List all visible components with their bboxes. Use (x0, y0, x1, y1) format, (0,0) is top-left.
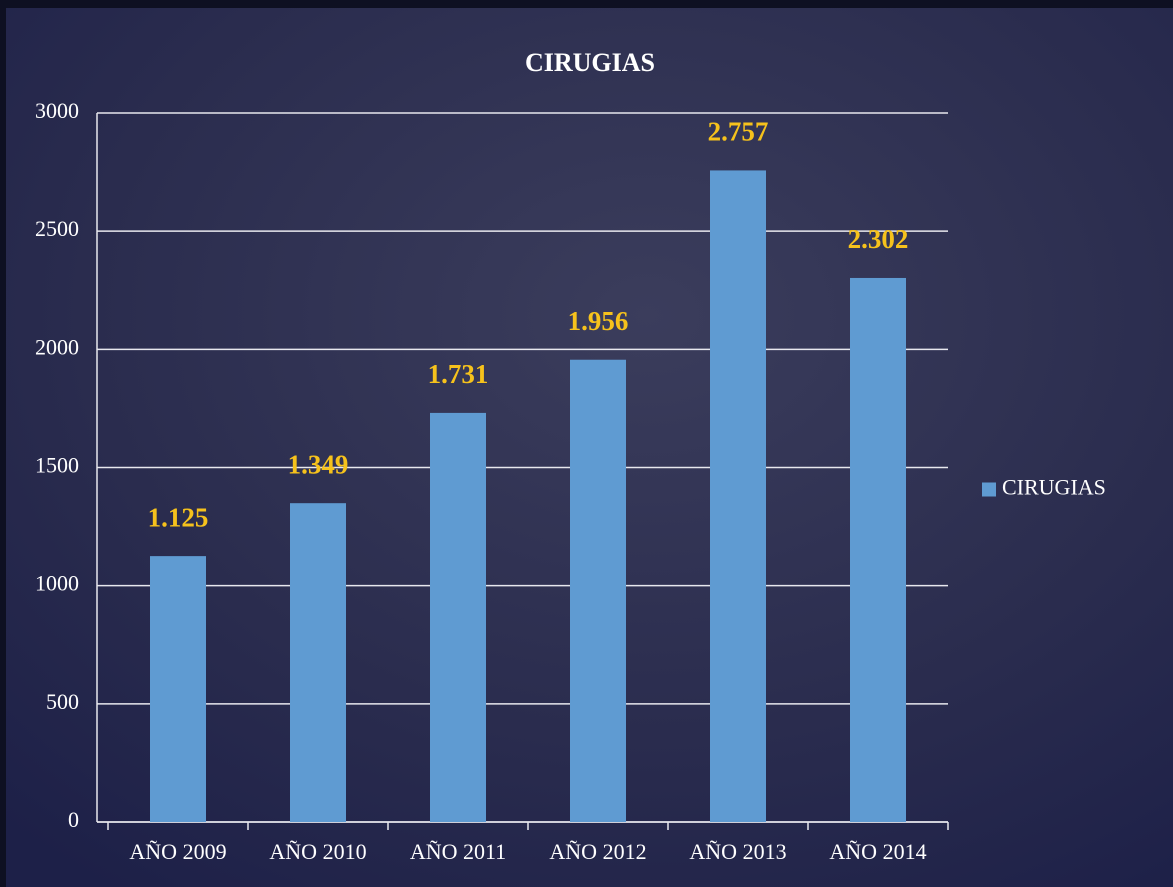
y-tick-label: 2000 (35, 334, 79, 359)
y-tick-label: 1500 (35, 453, 79, 478)
x-tick-label: AÑO 2010 (269, 839, 366, 864)
x-tick-label: AÑO 2009 (129, 839, 226, 864)
value-label: 1.349 (288, 449, 349, 479)
x-tick-label: AÑO 2012 (549, 839, 646, 864)
bar (150, 556, 206, 822)
x-tick-label: AÑO 2014 (829, 839, 926, 864)
value-label: 2.757 (708, 117, 769, 147)
legend-label: CIRUGIAS (1002, 475, 1106, 500)
bar (570, 359, 626, 822)
bar (290, 503, 346, 822)
y-tick-label: 3000 (35, 98, 79, 123)
value-label: 1.731 (428, 359, 489, 389)
y-tick-label: 500 (46, 689, 79, 714)
legend-swatch (982, 482, 996, 497)
x-tick-label: AÑO 2013 (689, 839, 786, 864)
value-label: 1.125 (148, 502, 209, 532)
bar (850, 277, 906, 822)
value-label: 2.302 (848, 224, 909, 254)
x-tick-label: AÑO 2011 (410, 839, 506, 864)
value-label: 1.956 (568, 306, 629, 336)
y-tick-label: 1000 (35, 571, 79, 596)
bar (710, 170, 766, 822)
bar (430, 412, 486, 822)
chart-title: CIRUGIAS (525, 48, 655, 77)
y-tick-label: 2500 (35, 216, 79, 241)
y-tick-label: 0 (68, 807, 79, 832)
